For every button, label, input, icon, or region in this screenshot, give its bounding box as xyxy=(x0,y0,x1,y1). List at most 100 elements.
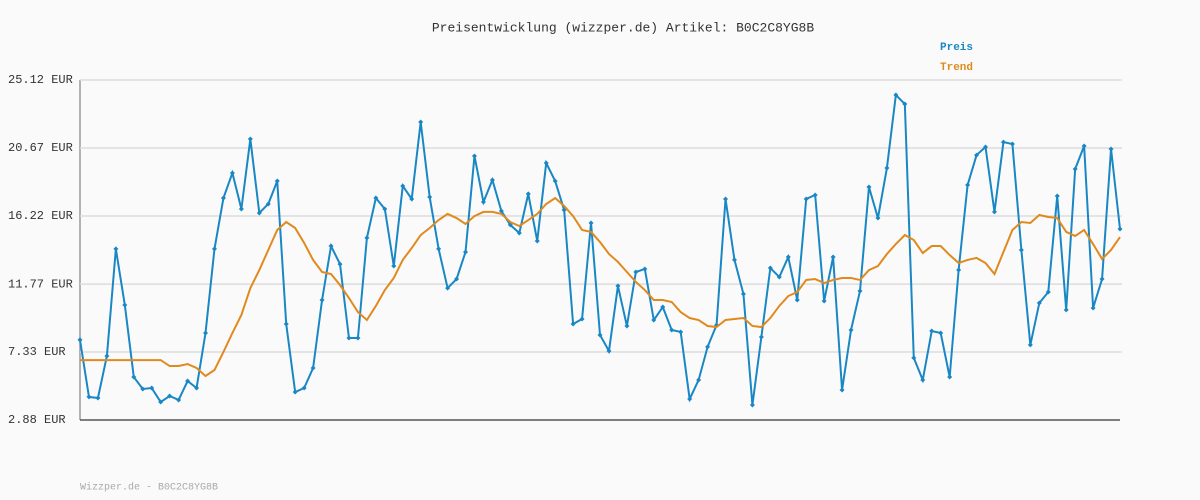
point xyxy=(543,160,549,166)
point xyxy=(723,196,729,202)
y-tick-label: 2.88 EUR xyxy=(8,413,66,427)
point xyxy=(965,182,971,188)
point xyxy=(445,285,451,291)
point xyxy=(471,153,477,159)
point xyxy=(956,267,962,273)
point xyxy=(310,365,316,371)
point xyxy=(104,353,110,359)
point xyxy=(687,396,693,402)
point xyxy=(1099,276,1105,282)
point xyxy=(498,208,504,214)
point xyxy=(400,183,406,189)
point xyxy=(220,195,226,201)
point xyxy=(265,201,271,207)
point xyxy=(382,206,388,212)
point xyxy=(319,297,325,303)
point xyxy=(821,298,827,304)
point xyxy=(194,385,200,391)
point xyxy=(167,393,173,399)
point xyxy=(1117,226,1123,232)
point xyxy=(525,191,531,197)
point xyxy=(328,243,334,249)
point xyxy=(1108,146,1114,152)
point xyxy=(812,192,818,198)
point xyxy=(624,323,630,329)
point xyxy=(301,385,307,391)
point xyxy=(418,119,424,125)
point xyxy=(454,276,460,282)
point xyxy=(731,257,737,263)
point xyxy=(507,222,513,228)
point xyxy=(463,249,469,255)
point xyxy=(902,101,908,107)
point xyxy=(158,399,164,405)
point xyxy=(1045,289,1051,295)
point xyxy=(893,92,899,98)
point xyxy=(749,402,755,408)
point xyxy=(794,297,800,303)
point xyxy=(785,254,791,260)
point xyxy=(113,246,119,252)
point xyxy=(355,335,361,341)
point xyxy=(274,178,280,184)
point xyxy=(570,321,576,327)
point xyxy=(1054,193,1060,199)
point xyxy=(803,196,809,202)
point xyxy=(929,328,935,334)
point xyxy=(1081,143,1087,149)
point xyxy=(911,355,917,361)
point xyxy=(615,283,621,289)
point xyxy=(552,178,558,184)
point xyxy=(839,387,845,393)
point xyxy=(1072,166,1078,172)
point xyxy=(534,238,540,244)
point xyxy=(292,389,298,395)
point xyxy=(767,265,773,271)
point xyxy=(283,321,289,327)
point xyxy=(696,377,702,383)
point xyxy=(947,374,953,380)
legend-label: Trend xyxy=(940,62,973,74)
line xyxy=(79,92,1121,406)
point xyxy=(176,397,182,403)
point xyxy=(974,152,980,158)
point xyxy=(1018,247,1024,253)
point xyxy=(149,385,155,391)
chart-title: Preisentwicklung (wizzper.de) Artikel: B… xyxy=(432,20,814,35)
point xyxy=(866,184,872,190)
point xyxy=(597,332,603,338)
point xyxy=(364,235,370,241)
point xyxy=(516,230,522,236)
point xyxy=(875,215,881,221)
point xyxy=(669,327,675,333)
y-tick-label: 11.77 EUR xyxy=(8,277,73,291)
point xyxy=(122,302,128,308)
point xyxy=(660,304,666,310)
y-tick-label: 25.12 EUR xyxy=(8,73,73,87)
point xyxy=(991,209,997,215)
point xyxy=(409,196,415,202)
point xyxy=(1000,139,1006,145)
point xyxy=(185,378,191,384)
point xyxy=(1063,307,1069,313)
point xyxy=(86,394,92,400)
point xyxy=(705,344,711,350)
point xyxy=(857,288,863,294)
footer: Wizzper.de - B0C2C8YG8B xyxy=(80,482,218,494)
point xyxy=(436,246,442,252)
point xyxy=(95,395,101,401)
point xyxy=(229,170,235,176)
point xyxy=(678,329,684,335)
point xyxy=(247,136,253,142)
point xyxy=(391,263,397,269)
point xyxy=(346,335,352,341)
y-tick-label: 7.33 EUR xyxy=(8,345,66,359)
point xyxy=(633,269,639,275)
point xyxy=(830,254,836,260)
point xyxy=(938,330,944,336)
point xyxy=(642,266,648,272)
point xyxy=(758,334,764,340)
point xyxy=(480,199,486,205)
point xyxy=(203,330,209,336)
